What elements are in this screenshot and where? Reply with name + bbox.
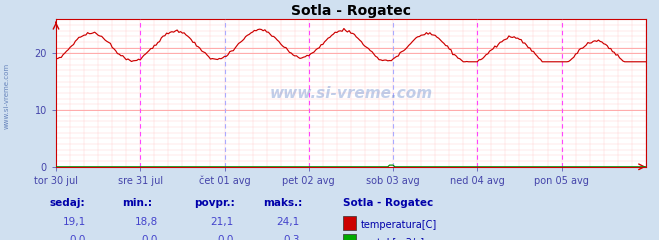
Text: 24,1: 24,1 [277,217,300,227]
Text: www.si-vreme.com: www.si-vreme.com [270,85,432,101]
Text: 21,1: 21,1 [211,217,234,227]
Title: Sotla - Rogatec: Sotla - Rogatec [291,4,411,18]
Text: povpr.:: povpr.: [194,198,235,208]
Text: 19,1: 19,1 [63,217,86,227]
Text: maks.:: maks.: [264,198,303,208]
Text: 0,0: 0,0 [69,235,86,240]
Text: temperatura[C]: temperatura[C] [361,220,438,230]
Text: 18,8: 18,8 [135,217,158,227]
Text: sedaj:: sedaj: [49,198,85,208]
Text: pretok[m3/s]: pretok[m3/s] [361,238,424,240]
Text: 0,0: 0,0 [142,235,158,240]
Text: Sotla - Rogatec: Sotla - Rogatec [343,198,433,208]
Text: 0,3: 0,3 [283,235,300,240]
Text: min.:: min.: [122,198,152,208]
Text: www.si-vreme.com: www.si-vreme.com [3,63,9,129]
Text: 0,0: 0,0 [217,235,234,240]
